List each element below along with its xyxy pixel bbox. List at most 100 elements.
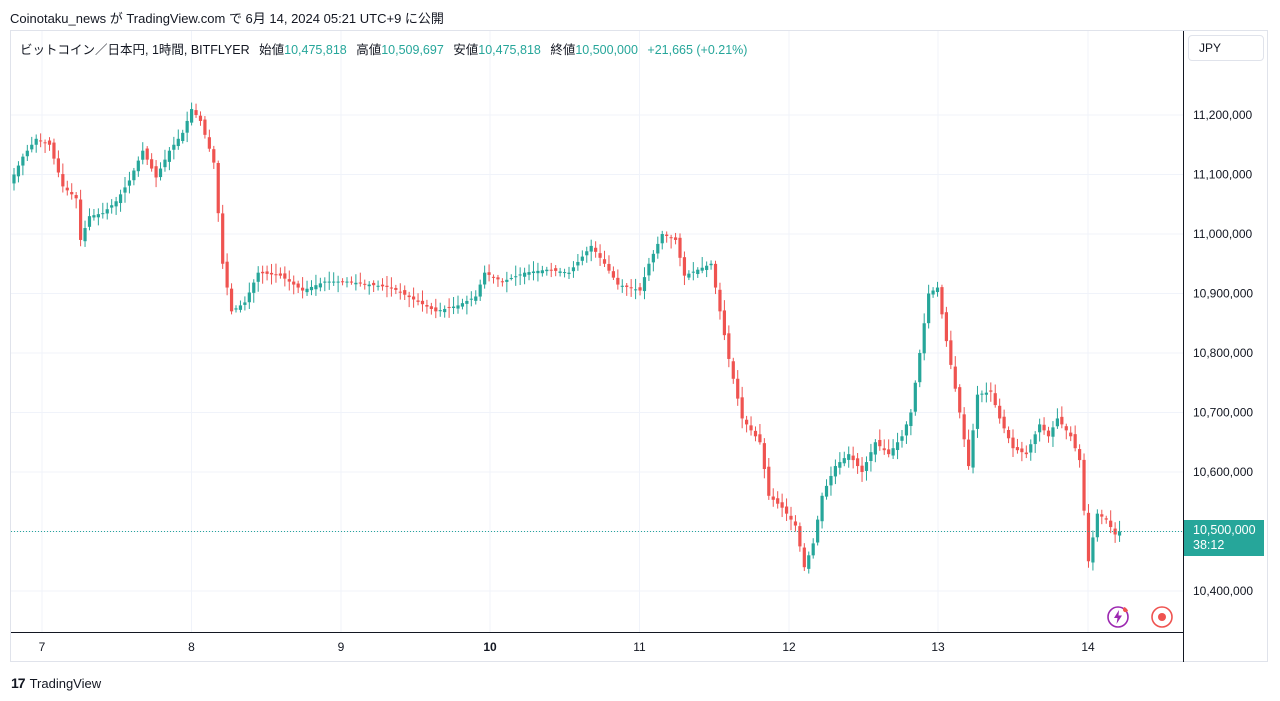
candles (12, 102, 1122, 574)
close-value: 10,500,000 (575, 43, 638, 57)
candle-body (212, 149, 216, 163)
candle-body (451, 306, 456, 309)
candle (904, 421, 909, 444)
candle (74, 192, 78, 209)
candle-body (229, 288, 234, 312)
symbol-label[interactable]: ビットコイン／日本円, 1時間, BITFLYER (20, 43, 250, 57)
candle-body (1095, 513, 1099, 538)
candle (1113, 522, 1117, 543)
candle (225, 253, 229, 296)
candle-body (349, 281, 354, 283)
candle (61, 163, 65, 193)
candle-body (336, 281, 340, 283)
record-icon[interactable] (1150, 605, 1174, 629)
candle-body (709, 263, 713, 266)
candle-body (1064, 426, 1068, 431)
candle (873, 439, 877, 463)
candle-body (776, 498, 780, 504)
time-tick-label: 7 (39, 640, 46, 654)
candle-body (292, 281, 296, 285)
currency-button[interactable]: JPY (1188, 35, 1264, 61)
candle (762, 438, 766, 479)
candle-body (465, 300, 469, 304)
candle (807, 551, 811, 574)
candle (829, 466, 833, 496)
candle-body (514, 276, 518, 278)
candle (96, 208, 100, 226)
candle (856, 452, 860, 474)
candle-body (847, 454, 851, 460)
candle (767, 458, 771, 500)
candle-body (376, 285, 380, 287)
candle-body (185, 120, 189, 133)
candle (345, 277, 349, 288)
candle-body (1024, 452, 1028, 455)
footer-logo[interactable]: 17 TradingView (11, 675, 101, 691)
candle (665, 231, 669, 243)
candle-body (762, 443, 766, 470)
candle-body (105, 209, 109, 214)
candle (558, 267, 562, 277)
candle-body (585, 251, 589, 256)
candle-body (87, 216, 92, 227)
candle (47, 137, 52, 151)
candle (1078, 444, 1082, 468)
candle (691, 262, 695, 281)
candle (1038, 418, 1042, 442)
candle-body (61, 174, 65, 187)
candle-body (638, 287, 642, 291)
candle (1033, 431, 1037, 453)
candle-body (460, 303, 465, 307)
candle-body (1086, 512, 1091, 562)
candle-body (247, 292, 251, 303)
lightning-icon[interactable] (1106, 605, 1130, 629)
candle-body (673, 237, 678, 240)
candle-body (354, 282, 358, 285)
candle-body (922, 323, 926, 354)
candle (518, 267, 522, 286)
candle (891, 439, 895, 460)
candle (594, 241, 598, 258)
candle (802, 543, 806, 571)
candle-body (21, 156, 25, 166)
candle (998, 398, 1002, 424)
candle-body (962, 414, 966, 440)
candle (833, 459, 837, 485)
candle-body (634, 289, 638, 291)
candle (394, 284, 398, 295)
price-tick-label: 10,400,000 (1193, 584, 1253, 598)
candle (194, 103, 198, 118)
candle (83, 220, 87, 247)
candle (1117, 520, 1122, 542)
candle (416, 293, 420, 306)
candle-body (340, 281, 345, 283)
candle (931, 287, 935, 298)
candle (776, 491, 780, 509)
last-price-tag: 10,500,000 38:12 (1184, 520, 1264, 556)
candle (451, 297, 456, 315)
candle (252, 279, 256, 303)
candle (585, 246, 589, 263)
candle-body (491, 276, 496, 278)
candle (412, 287, 416, 308)
candle-body (700, 267, 704, 271)
candle-body (749, 425, 753, 431)
candle-body (807, 555, 811, 569)
candle (682, 251, 687, 286)
candle (145, 146, 149, 166)
candle (354, 274, 358, 291)
candle-body (181, 132, 185, 142)
candle-body (154, 166, 158, 178)
candle-body (873, 442, 877, 455)
candle-body (52, 142, 56, 159)
candle-body (1051, 427, 1055, 437)
candle (21, 153, 25, 176)
candle (1029, 439, 1033, 461)
candle (340, 278, 345, 286)
candle (176, 129, 180, 150)
candle-body (118, 194, 123, 204)
candle-body (856, 458, 860, 467)
candle (1109, 510, 1113, 534)
candle-body (740, 397, 744, 419)
